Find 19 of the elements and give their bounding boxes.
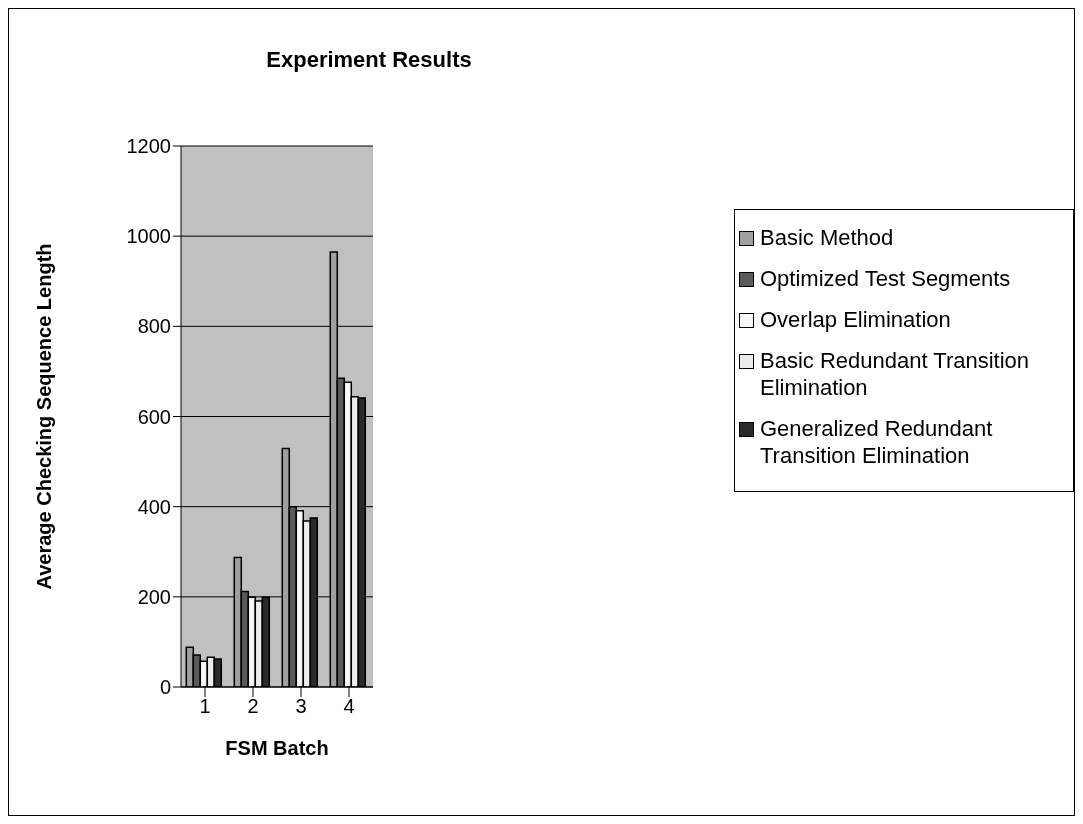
y-tick-label: 1200 [126, 135, 171, 158]
y-axis-title: Average Checking Sequence Length [33, 243, 56, 590]
x-tick-label: 3 [295, 695, 307, 718]
legend-label: Overlap Elimination [760, 306, 951, 333]
legend-label: Basic Method [760, 224, 894, 251]
y-tick-label: 0 [159, 676, 171, 699]
x-tick-label: 2 [247, 695, 259, 718]
y-tick-label: 1000 [126, 225, 171, 248]
x-tick-label: 1 [199, 695, 211, 718]
chart-title: Experiment Results [265, 47, 473, 73]
y-tick-label: 600 [137, 405, 171, 428]
legend-label: Optimized Test Segments [760, 265, 1011, 292]
y-tick-label: 200 [137, 585, 171, 608]
y-tick-label: 800 [137, 315, 171, 338]
y-tick-label: 400 [137, 495, 171, 518]
legend-label: Basic Redundant Transition Elimination [760, 347, 1031, 401]
legend-label: Generalized Redundant Transition Elimination [760, 415, 994, 469]
x-tick-label: 4 [343, 695, 355, 718]
x-axis-title: FSM Batch [225, 737, 329, 759]
